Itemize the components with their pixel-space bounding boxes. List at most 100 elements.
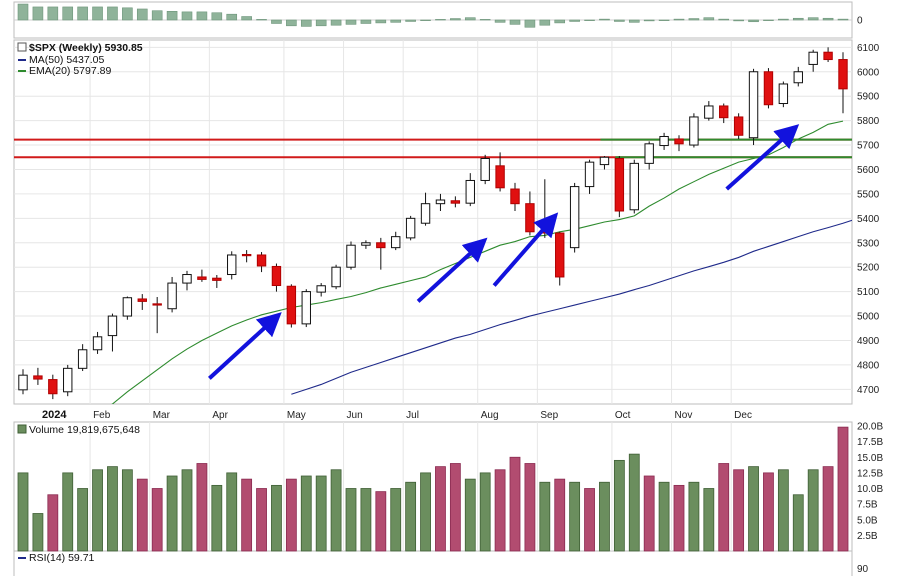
top-indicator-bar <box>32 6 44 21</box>
top-indicator-tick: 0 <box>857 16 863 27</box>
price-tick-label: 5500 <box>857 189 880 200</box>
month-label-jun: Jun <box>347 410 363 421</box>
volume-bar <box>285 478 297 552</box>
candle-body <box>838 59 848 90</box>
top-indicator-bar <box>539 19 551 26</box>
top-indicator-bar <box>300 19 312 27</box>
top-indicator-bar <box>464 17 476 21</box>
volume-bar <box>777 469 789 552</box>
volume-bar <box>599 481 610 552</box>
volume-bar <box>62 472 74 552</box>
volume-bar <box>300 475 312 552</box>
candle-body <box>733 116 744 136</box>
candle-body <box>599 156 610 166</box>
volume-tick-label: 5.0B <box>857 515 878 526</box>
volume-bar <box>837 426 849 552</box>
top-indicator-bar <box>107 6 118 21</box>
volume-bar <box>464 478 476 552</box>
price-tick-label: 6100 <box>857 43 880 54</box>
volume-tick-label: 10.0B <box>857 484 883 495</box>
top-indicator-bar <box>614 19 625 22</box>
legend-ema20: EMA(20) 5797.89 <box>29 65 111 77</box>
volume-bar <box>658 481 670 552</box>
top-indicator-bar <box>479 19 491 21</box>
candle-body <box>778 83 789 105</box>
volume-bar <box>360 488 372 552</box>
candle-body <box>450 200 461 204</box>
volume-bar <box>748 466 759 552</box>
price-tick-label: 5000 <box>857 312 880 323</box>
rsi-panel <box>13 550 853 576</box>
candle-body <box>823 51 833 61</box>
candle-body <box>241 253 252 257</box>
candle-body <box>569 186 580 249</box>
candle-body <box>286 285 297 325</box>
volume-bar <box>77 488 89 552</box>
top-indicator-bar <box>226 13 238 21</box>
candle-body <box>92 336 103 351</box>
top-indicator-bar <box>315 19 327 27</box>
price-panel <box>13 39 853 405</box>
candle-body <box>301 291 311 325</box>
candle-body <box>227 254 237 276</box>
month-label-dec: Dec <box>734 410 752 421</box>
candle-body <box>167 282 177 310</box>
top-indicator-bar <box>405 19 416 22</box>
ma50-line <box>291 219 852 395</box>
candle-body <box>480 157 490 181</box>
top-indicator-bar <box>196 11 208 21</box>
year-label: 2024 <box>42 409 67 421</box>
top-indicator-bar <box>643 19 655 22</box>
top-indicator-bar <box>77 6 88 21</box>
month-label-oct: Oct <box>615 410 631 421</box>
price-tick-label: 5800 <box>857 116 880 127</box>
top-indicator-bar <box>375 19 387 24</box>
top-indicator-bar <box>688 18 700 21</box>
top-indicator-bar <box>330 19 342 26</box>
volume-bar <box>524 463 536 552</box>
candle-body <box>808 51 818 65</box>
legend-symbol: $SPX (Weekly) 5930.85 <box>29 42 143 54</box>
volume-bar <box>121 469 133 552</box>
volume-bar <box>628 453 640 552</box>
volume-bar <box>330 469 342 552</box>
month-label-sep: Sep <box>540 410 558 421</box>
volume-bar <box>151 488 163 552</box>
candle-body <box>465 179 475 204</box>
trend-arrow-3 <box>492 212 559 287</box>
volume-legend-swatch <box>17 424 27 434</box>
rsi-legend-text: RSI(14) 59.71 <box>29 552 95 564</box>
volume-bar <box>92 469 103 552</box>
top-indicator-bar <box>658 19 670 21</box>
volume-bar <box>703 488 715 552</box>
volume-bar <box>181 469 193 552</box>
candle-body <box>629 162 639 211</box>
volume-bar <box>226 472 238 552</box>
candle-body <box>644 143 654 164</box>
candle-body <box>719 105 729 119</box>
candle-body <box>584 161 595 188</box>
top-indicator-bar <box>136 8 148 21</box>
volume-bar <box>390 488 402 552</box>
price-tick-label: 5400 <box>857 214 880 225</box>
candle-body <box>763 71 774 106</box>
top-indicator-bar <box>569 19 580 22</box>
volume-bar <box>479 472 491 552</box>
volume-tick-label: 2.5B <box>857 531 878 542</box>
volume-bar <box>256 488 267 552</box>
month-label-mar: Mar <box>153 410 171 421</box>
candle-body <box>614 157 625 212</box>
top-indicator-bar <box>792 17 804 21</box>
volume-tick-label: 7.5B <box>857 500 878 511</box>
candle-body <box>152 303 162 306</box>
candle-body <box>122 297 133 317</box>
top-indicator-bar <box>524 19 536 28</box>
volume-bar <box>47 494 59 552</box>
volume-bar <box>673 484 685 552</box>
candle-body <box>331 266 341 288</box>
candle-body <box>405 217 416 239</box>
volume-bar <box>584 488 595 552</box>
